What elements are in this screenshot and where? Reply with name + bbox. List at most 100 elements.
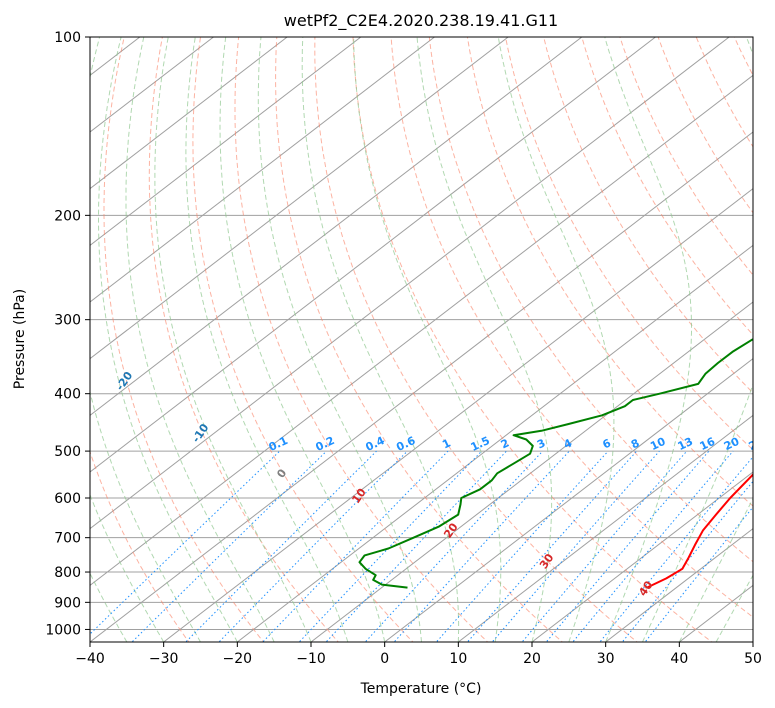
dry-adiabat-line bbox=[275, 37, 564, 642]
x-tick-label: 40 bbox=[670, 651, 688, 667]
moist-adiabat-line bbox=[154, 37, 312, 642]
isotherm-line bbox=[90, 74, 753, 586]
y-tick-label: 1000 bbox=[45, 622, 81, 638]
moist-adiabat-line bbox=[219, 37, 386, 642]
x-tick-label: −20 bbox=[223, 651, 253, 667]
moist-adiabat-line bbox=[642, 37, 753, 642]
moist-adiabat-line bbox=[90, 572, 128, 642]
mixing-ratio-label: 20 bbox=[722, 435, 742, 453]
mixing-ratio-line bbox=[545, 450, 710, 642]
mixing-ratio-label: 3 bbox=[535, 436, 547, 451]
dry-adiabat-line bbox=[543, 37, 753, 394]
y-tick-label: 800 bbox=[54, 565, 81, 581]
background-lines bbox=[0, 24, 775, 645]
mixing-ratio-line bbox=[218, 450, 408, 642]
x-tick-label: 20 bbox=[523, 651, 541, 667]
mixing-ratio-line bbox=[644, 506, 753, 642]
dry-adiabat-line bbox=[619, 37, 753, 276]
mixing-ratio-line bbox=[435, 450, 609, 642]
moist-adiabat-line bbox=[257, 37, 422, 642]
dry-adiabat-line bbox=[428, 37, 753, 563]
dry-adiabat-line bbox=[314, 37, 638, 642]
isotherm-line bbox=[90, 37, 362, 246]
y-tick-label: 900 bbox=[54, 595, 81, 611]
dry-adiabat-label: 10 bbox=[349, 486, 369, 506]
axes: −40 −30 −20 −10 0 10 20 30 40 5010020030040050060… bbox=[45, 30, 762, 667]
mixing-ratio-label: 4 bbox=[562, 436, 575, 451]
isotherm-line bbox=[90, 37, 214, 133]
dry-adiabat-line bbox=[352, 37, 713, 642]
mixing-ratio-line bbox=[466, 450, 638, 642]
x-tick-label: −40 bbox=[75, 651, 105, 667]
chart-title: wetPf2_C2E4.2020.238.19.41.G11 bbox=[284, 11, 558, 31]
mixing-ratio-line bbox=[491, 450, 660, 642]
mixing-ratio-line bbox=[599, 456, 753, 642]
x-axis-title: Temperature (°C) bbox=[360, 681, 482, 697]
isotherm-line bbox=[310, 301, 753, 642]
dry-adiabat-line bbox=[234, 37, 489, 642]
moist-adiabat-line bbox=[497, 37, 615, 642]
isotherm-line bbox=[0, 37, 66, 642]
x-tick-label: 10 bbox=[449, 651, 467, 667]
y-tick-label: 100 bbox=[54, 30, 81, 46]
isotherm-line bbox=[384, 358, 753, 642]
dry-adiabat-line bbox=[504, 37, 753, 451]
moist-adiabat-line bbox=[98, 37, 238, 642]
y-tick-label: 700 bbox=[54, 531, 81, 547]
isotherm-line bbox=[90, 37, 435, 303]
dry-adiabat-line bbox=[466, 37, 753, 507]
isotherm-line bbox=[605, 528, 753, 642]
mixing-ratio-line bbox=[325, 450, 507, 642]
isotherm-line bbox=[90, 37, 509, 360]
mixing-ratio-label: 25 bbox=[747, 435, 766, 453]
moist-adiabat-line bbox=[416, 37, 553, 642]
moist-adiabat-line bbox=[90, 37, 201, 642]
isotherm-line bbox=[90, 37, 656, 473]
y-tick-label: 300 bbox=[54, 313, 81, 329]
mixing-ratio-label: 8 bbox=[629, 436, 641, 451]
isotherm-line bbox=[237, 244, 753, 642]
dry-adiabat-label: -10 bbox=[189, 421, 211, 445]
y-axis-title: Pressure (hPa) bbox=[12, 289, 28, 389]
dry-adiabat-line bbox=[90, 450, 190, 642]
isotherm-line bbox=[679, 584, 753, 642]
dewpoint-profile-line bbox=[358, 338, 753, 589]
mixing-ratio-line bbox=[262, 450, 449, 642]
mixing-ratio-line bbox=[185, 450, 377, 642]
isotherm-line bbox=[458, 414, 753, 642]
x-tick-label: 0 bbox=[380, 651, 389, 667]
mixing-ratio-label: 10 bbox=[648, 435, 668, 453]
temperature-profile-line bbox=[646, 473, 753, 589]
mixing-ratio-label: 13 bbox=[676, 435, 695, 453]
plot-frame bbox=[89, 36, 754, 643]
dry-adiabat-line bbox=[766, 24, 775, 645]
dry-adiabat-label: 0 bbox=[274, 466, 289, 480]
moist-adiabat-line bbox=[301, 37, 460, 642]
mixing-ratio-label: 2 bbox=[499, 436, 511, 451]
isotherm-line bbox=[90, 37, 288, 190]
mixing-ratio-line bbox=[521, 450, 688, 642]
y-tick-label: 500 bbox=[54, 444, 81, 460]
isotherm-line bbox=[90, 37, 583, 416]
dry-adiabat-line bbox=[192, 37, 414, 642]
dry-adiabat-line bbox=[581, 37, 753, 336]
moist-adiabat-line bbox=[353, 37, 502, 642]
mixing-ratio-label: 16 bbox=[698, 435, 718, 453]
moist-adiabat-line bbox=[715, 574, 753, 642]
dry-adiabat-line bbox=[390, 37, 753, 618]
dry-adiabat-label: 40 bbox=[636, 578, 656, 598]
isotherm-line bbox=[752, 641, 753, 642]
sounding-profiles bbox=[358, 338, 753, 589]
isotherm-line bbox=[163, 188, 753, 642]
dry-adiabat-line bbox=[695, 37, 753, 148]
moist-adiabat-line bbox=[678, 497, 753, 642]
x-tick-label: −10 bbox=[296, 651, 326, 667]
dry-adiabat-line bbox=[657, 37, 753, 214]
dry-adiabat-label: -30 bbox=[50, 327, 72, 351]
mixing-ratio-line bbox=[131, 450, 327, 642]
mixing-ratio-label: 6 bbox=[600, 436, 613, 451]
dry-adiabat-line bbox=[103, 37, 265, 642]
mixing-ratio-line bbox=[298, 450, 483, 642]
x-tick-label: 30 bbox=[597, 651, 615, 667]
